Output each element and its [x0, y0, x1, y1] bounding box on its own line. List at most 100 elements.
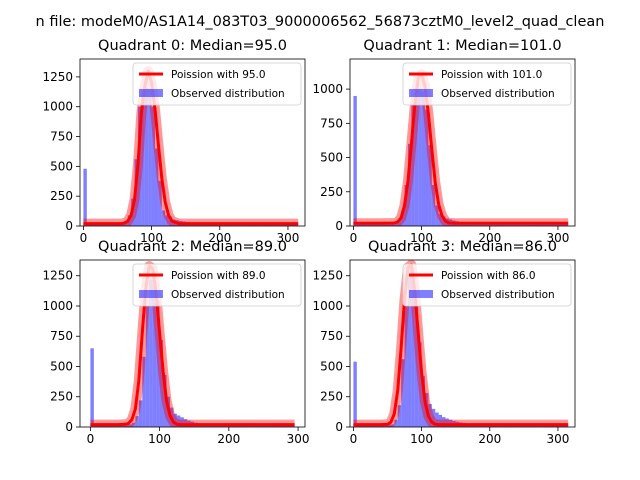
histogram-bar [156, 301, 160, 427]
y-tick-label: 1250 [42, 269, 73, 283]
x-tick-label: 100 [140, 231, 163, 245]
histogram-bar [404, 184, 408, 226]
histogram-bar [418, 89, 422, 226]
x-tick-label: 100 [410, 432, 433, 446]
y-tick-label: 250 [50, 189, 73, 203]
histogram-bar [128, 424, 132, 427]
histogram-bar [151, 106, 155, 226]
histogram-bar [421, 376, 425, 427]
histogram-bar [159, 339, 164, 427]
histogram-bar [387, 223, 391, 226]
histogram-bar [411, 278, 415, 427]
axes-frame [79, 58, 306, 227]
histogram-bar [165, 215, 169, 226]
subplot-quadrant-1: 0 100 200 300 0 250 500 750 1000 Quadrant 1: Medi… [312, 38, 576, 245]
y-tick-label: 500 [50, 159, 73, 173]
y-tick-label: 750 [50, 130, 73, 144]
histogram-bar [401, 210, 405, 226]
subplot-title: Quadrant 3: Median=86.0 [368, 239, 557, 255]
legend-swatch-observed [139, 290, 163, 298]
legend-box [402, 263, 572, 307]
histogram-bar [404, 305, 408, 427]
histogram-bar [390, 223, 395, 226]
x-tick-label: 300 [547, 432, 570, 446]
y-tick-label: 0 [65, 219, 73, 233]
histogram-bar [173, 413, 177, 427]
histogram-bar [407, 143, 412, 226]
subplot-title: Quadrant 0: Median=95.0 [98, 38, 287, 54]
histogram-bar [152, 284, 157, 427]
y-tick-label: 1250 [42, 70, 73, 84]
histogram-bar [428, 404, 432, 427]
histogram-bar [135, 416, 139, 427]
histogram-bar [445, 418, 449, 427]
x-tick-label: 0 [80, 231, 88, 245]
legend-swatch-observed [409, 290, 433, 298]
x-tick-label: 0 [350, 231, 358, 245]
histogram-bar [148, 88, 152, 226]
y-tick-label: 1000 [312, 82, 343, 96]
histogram-bar [438, 414, 443, 427]
y-tick-label: 0 [335, 420, 343, 434]
x-tick-label: 200 [478, 432, 501, 446]
subplot-title: Quadrant 2: Median=89.0 [98, 239, 287, 255]
legend-label-poisson: Poission with 95.0 [171, 69, 266, 81]
y-tick-label: 500 [320, 359, 343, 373]
y-tick-label: 250 [320, 185, 343, 199]
legend-label-observed: Observed distribution [441, 88, 555, 100]
y-tick-label: 500 [320, 151, 343, 165]
histogram-bar [431, 184, 436, 226]
legend-label-poisson: Poission with 89.0 [171, 270, 266, 282]
histogram-bar [90, 348, 94, 427]
histogram-bar [125, 424, 129, 427]
histogram-bar [401, 359, 405, 427]
histogram-bar [425, 109, 429, 226]
histogram-bar [137, 106, 142, 226]
histogram-bar [438, 213, 443, 226]
histogram-bar [397, 405, 402, 427]
plot-area [353, 260, 569, 427]
x-tick-label: 300 [277, 231, 300, 245]
legend-swatch-observed [409, 89, 433, 97]
subplot-quadrant-2: 0 100 200 300 0 250 500 750 1000 1250 Quadrant 2: … [42, 239, 309, 446]
histogram-bar [353, 95, 357, 226]
histogram-bar [414, 87, 419, 226]
x-tick-label: 0 [350, 432, 358, 446]
x-tick-label: 300 [287, 432, 310, 446]
y-tick-label: 1000 [312, 299, 343, 313]
histogram-bar [141, 94, 145, 226]
y-tick-label: 250 [50, 390, 73, 404]
legend-box [132, 263, 302, 307]
legend-label-poisson: Poission with 101.0 [441, 69, 542, 81]
histogram-bar [180, 417, 184, 427]
histogram-bar [435, 412, 439, 427]
histogram-bar [176, 415, 181, 427]
plot-area [90, 261, 295, 427]
legend-label-poisson: Poission with 86.0 [441, 270, 536, 282]
histogram-bar [183, 419, 188, 427]
y-tick-label: 1250 [312, 269, 343, 283]
x-tick-label: 100 [148, 432, 171, 446]
y-tick-label: 750 [320, 116, 343, 130]
axes-frame [79, 259, 306, 428]
histogram-bar [149, 279, 153, 427]
histogram-bar [435, 205, 439, 226]
subplot-quadrant-3: 0 100 200 300 0 250 500 750 1000 1250 Quadrant 3: … [312, 239, 576, 446]
histogram-bar [144, 87, 149, 226]
x-tick-label: 200 [217, 432, 240, 446]
legend-box [402, 62, 572, 106]
subplot-title: Quadrant 1: Median=101.0 [363, 38, 561, 54]
histogram-bar [407, 275, 412, 427]
x-tick-label: 300 [547, 231, 570, 245]
histogram-bar [421, 91, 425, 226]
histogram-bar [394, 222, 398, 226]
histogram-bar [142, 356, 146, 427]
histogram-bar [442, 417, 446, 427]
y-tick-label: 750 [50, 329, 73, 343]
histogram-bar [161, 210, 166, 226]
histogram-bar [163, 374, 167, 427]
x-tick-label: 200 [478, 231, 501, 245]
histogram-bar [83, 168, 87, 226]
